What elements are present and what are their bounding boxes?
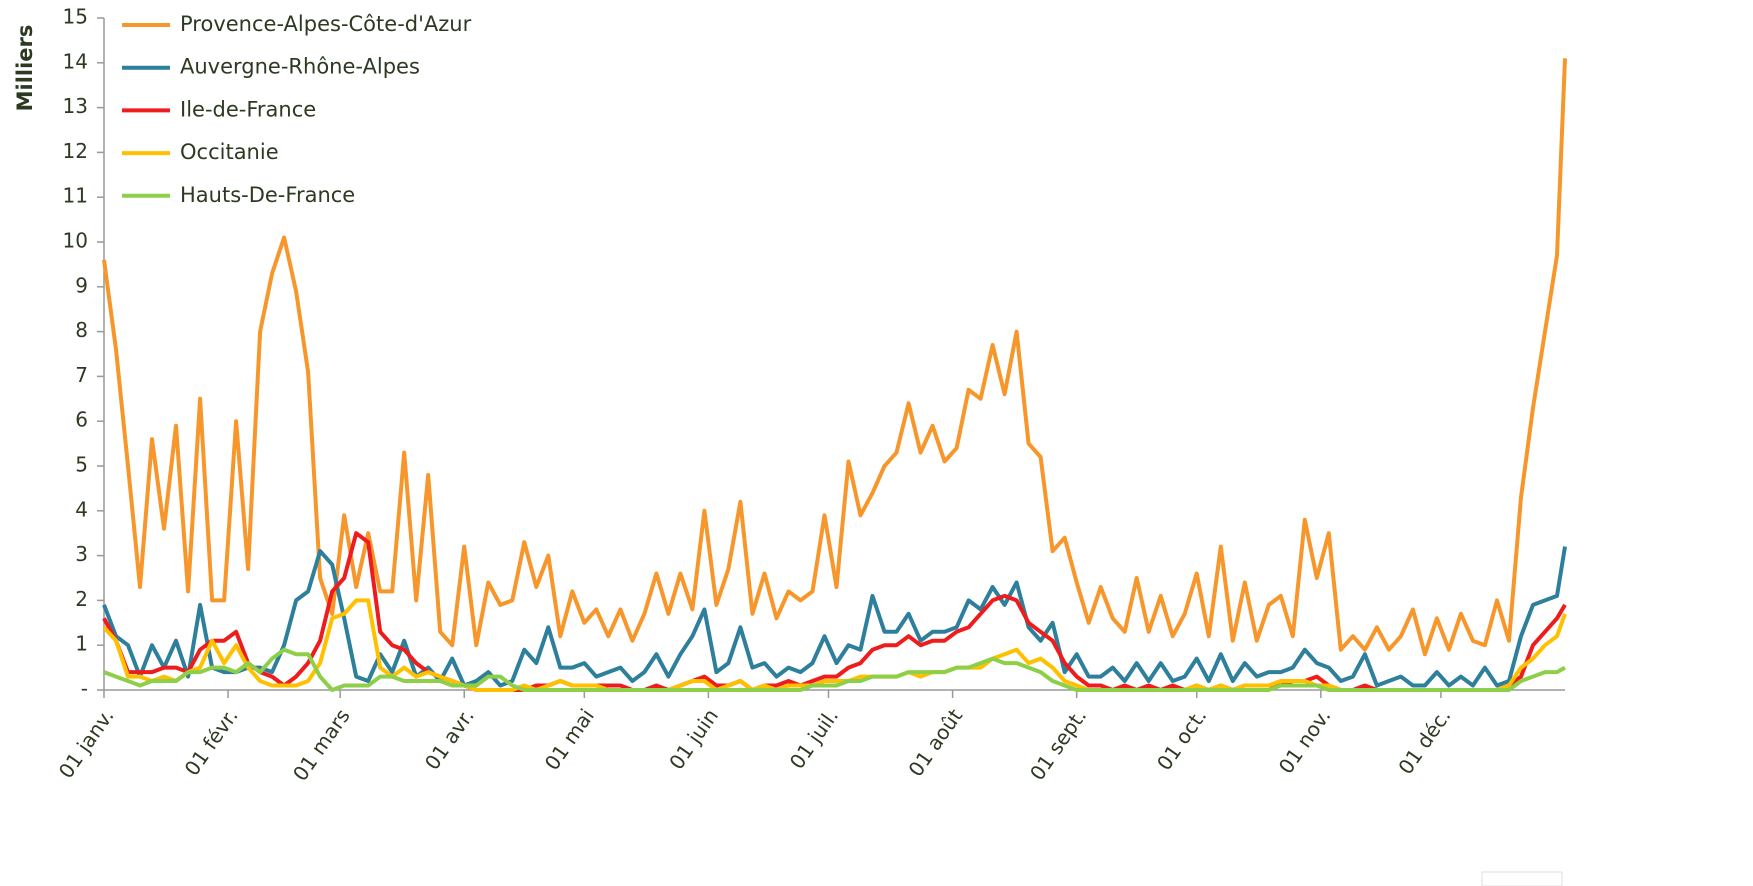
x-tick-label: 01 janv.: [54, 704, 119, 782]
x-tick-label: 01 oct.: [1152, 704, 1211, 774]
series-line: [102, 531, 1567, 692]
x-tick-label: 01 août: [903, 704, 967, 781]
legend-label: Provence-Alpes-Côte-d'Azur: [180, 12, 472, 36]
y-tick-label: 2: [75, 587, 88, 611]
y-tick-label: 1: [75, 632, 88, 656]
x-tick-label: 01 nov.: [1274, 704, 1336, 778]
legend-label: Hauts-De-France: [180, 183, 355, 207]
y-tick-label: 5: [75, 453, 88, 477]
legend-label: Occitanie: [180, 140, 279, 164]
y-tick-label: 10: [63, 229, 88, 253]
legend-label: Auvergne-Rhône-Alpes: [180, 55, 420, 79]
x-tick-label: 01 avr.: [420, 704, 479, 774]
corner-box: [1481, 871, 1563, 886]
y-tick-label: 8: [75, 318, 88, 342]
x-tick-label: 01 mars: [288, 704, 355, 785]
x-tick-label: 01 mai: [540, 704, 599, 774]
y-tick-label: 9: [75, 273, 88, 297]
series-line: [102, 58, 1567, 657]
x-tick-label: 01 juin: [664, 704, 723, 774]
y-tick-label: 4: [75, 497, 88, 521]
y-tick-label: 7: [75, 363, 88, 387]
x-tick-label: 01 déc.: [1393, 704, 1455, 779]
y-tick-label: 15: [63, 5, 88, 29]
y-tick-label: 14: [63, 49, 88, 73]
y-tick-label: 11: [63, 184, 88, 208]
y-tick-label: 3: [75, 542, 88, 566]
y-tick-label: 12: [63, 139, 88, 163]
series-line: [102, 598, 1567, 692]
x-tick-label: 01 juil.: [785, 704, 843, 773]
y-tick-label: 6: [75, 408, 88, 432]
y-tick-label: -: [81, 677, 88, 701]
x-tick-label: 01 sept.: [1025, 704, 1091, 784]
y-axis-label: Milliers: [13, 25, 37, 112]
y-tick-label: 13: [63, 94, 88, 118]
series-line: [102, 546, 1567, 688]
series-line: [103, 647, 1566, 692]
x-tick-label: 01 févr.: [180, 704, 243, 780]
legend-label: Ile-de-France: [180, 97, 316, 121]
